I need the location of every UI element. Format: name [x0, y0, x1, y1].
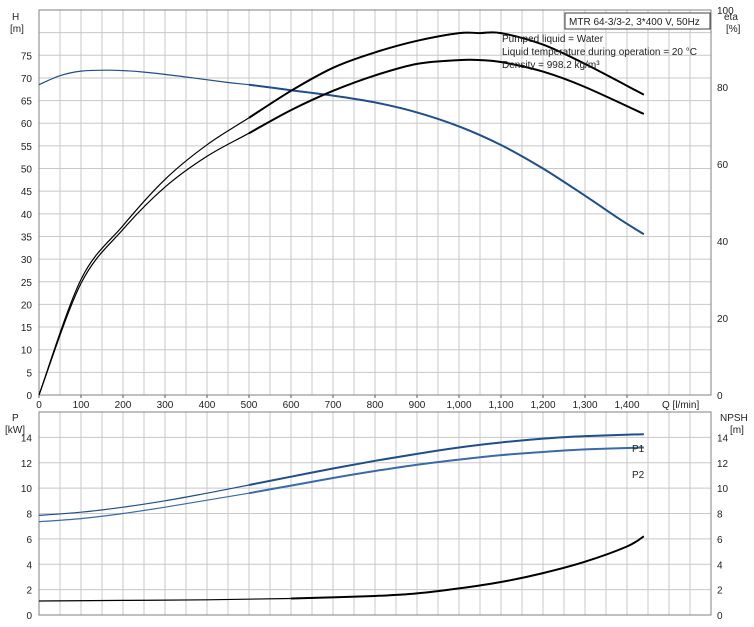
- npsh-tick-label: 10: [717, 484, 729, 495]
- npsh-tick-label: 2: [717, 586, 723, 597]
- top-right-axis-title: eta: [724, 12, 738, 23]
- x-tick-label: 300: [157, 400, 174, 411]
- grid-layer: [38, 9, 712, 616]
- bottom-right-axis-unit: [m]: [730, 425, 744, 436]
- x-tick-label: 400: [199, 400, 216, 411]
- head-curve-duty-range: [248, 83, 645, 236]
- efficiency-curve-pump-duty-range: [248, 58, 645, 135]
- y-right-tick-label: 40: [717, 237, 729, 248]
- x-tick-label: 600: [283, 400, 300, 411]
- npsh-curve-duty-range: [290, 535, 645, 600]
- y-left-tick-label: 55: [21, 142, 33, 153]
- x-tick-label: 800: [367, 400, 384, 411]
- x-tick-label: 1,200: [530, 400, 555, 411]
- p-tick-label: 14: [21, 433, 33, 444]
- p-tick-label: 6: [26, 535, 32, 546]
- bottom-left-axis-title: P: [12, 413, 19, 424]
- y-left-tick-label: 10: [21, 346, 33, 357]
- series-label-p2: P2: [632, 470, 645, 481]
- p-tick-label: 2: [26, 586, 32, 597]
- y-left-tick-label: 70: [21, 74, 33, 85]
- npsh-tick-label: 4: [717, 560, 723, 571]
- x-tick-label: 100: [73, 400, 90, 411]
- p-tick-label: 8: [26, 510, 32, 521]
- x-tick-label: 0: [36, 400, 42, 411]
- y-left-tick-label: 30: [21, 255, 33, 266]
- y-left-tick-label: 75: [21, 51, 33, 62]
- y-left-tick-label: 35: [21, 232, 33, 243]
- p-tick-label: 0: [26, 611, 32, 622]
- tick-layer: 0 100 200 300 400 500 600 700 800 900 1,000 1,100 1,…: [21, 6, 734, 622]
- x-tick-label: 1,400: [614, 400, 639, 411]
- npsh-tick-label: 12: [717, 459, 729, 470]
- x-tick-label: 1,300: [572, 400, 597, 411]
- y-left-tick-label: 25: [21, 278, 33, 289]
- y-left-tick-label: 60: [21, 119, 33, 130]
- series-label-p1: P1: [632, 444, 645, 455]
- label-layer: H [m] eta [%] Q [l/min] P [kW] NPSH [m] …: [5, 12, 748, 481]
- npsh-tick-label: 6: [717, 535, 723, 546]
- npsh-tick-label: 14: [717, 433, 729, 444]
- bottom-panel-frame: [38, 411, 712, 616]
- bottom-right-axis-title: NPSH: [720, 413, 748, 424]
- y-left-tick-label: 5: [26, 368, 32, 379]
- p-tick-label: 10: [21, 484, 33, 495]
- y-right-tick-label: 0: [717, 391, 723, 402]
- y-left-tick-label: 50: [21, 165, 33, 176]
- top-right-axis-unit: [%]: [726, 24, 741, 35]
- efficiency-curve-total-duty-range: [248, 31, 645, 119]
- x-axis-title: Q [l/min]: [662, 400, 699, 411]
- y-left-tick-label: 15: [21, 323, 33, 334]
- x-tick-label: 500: [241, 400, 258, 411]
- bottom-left-axis-unit: [kW]: [5, 425, 25, 436]
- top-left-axis-title: H: [12, 12, 19, 23]
- info-line-liquid: Pumped liquid = Water: [502, 34, 604, 45]
- npsh-tick-label: 0: [717, 611, 723, 622]
- p-tick-label: 12: [21, 459, 33, 470]
- y-left-tick-label: 45: [21, 187, 33, 198]
- y-right-tick-label: 60: [717, 160, 729, 171]
- npsh-tick-label: 8: [717, 510, 723, 521]
- x-tick-label: 900: [409, 400, 426, 411]
- power-curve-p1-duty-range: [248, 433, 644, 486]
- y-left-tick-label: 0: [26, 391, 32, 402]
- y-right-tick-label: 20: [717, 314, 729, 325]
- top-left-axis-unit: [m]: [10, 24, 24, 35]
- power-curve-p2: [38, 446, 644, 523]
- y-left-tick-label: 40: [21, 210, 33, 221]
- x-tick-label: 1,000: [446, 400, 471, 411]
- chart-title: MTR 64-3/3-2, 3*400 V, 50Hz: [569, 17, 700, 28]
- y-left-tick-label: 65: [21, 97, 33, 108]
- info-line-density: Density = 998.2 kg/m³: [502, 60, 600, 71]
- power-curve-p2-duty-range: [248, 446, 644, 495]
- x-tick-label: 700: [325, 400, 342, 411]
- y-right-tick-label: 100: [717, 6, 734, 17]
- info-line-temperature: Liquid temperature during operation = 20…: [502, 47, 697, 58]
- p-tick-label: 4: [26, 560, 32, 571]
- y-right-tick-label: 80: [717, 83, 729, 94]
- x-tick-label: 200: [115, 400, 132, 411]
- title-box: [564, 12, 711, 30]
- curve-layer: [38, 31, 645, 602]
- x-tick-label: 1,100: [488, 400, 513, 411]
- y-left-tick-label: 20: [21, 300, 33, 311]
- efficiency-curve-pump: [38, 59, 645, 396]
- power-curve-p1: [38, 433, 644, 516]
- npsh-curve: [38, 535, 645, 602]
- head-curve: [38, 69, 645, 235]
